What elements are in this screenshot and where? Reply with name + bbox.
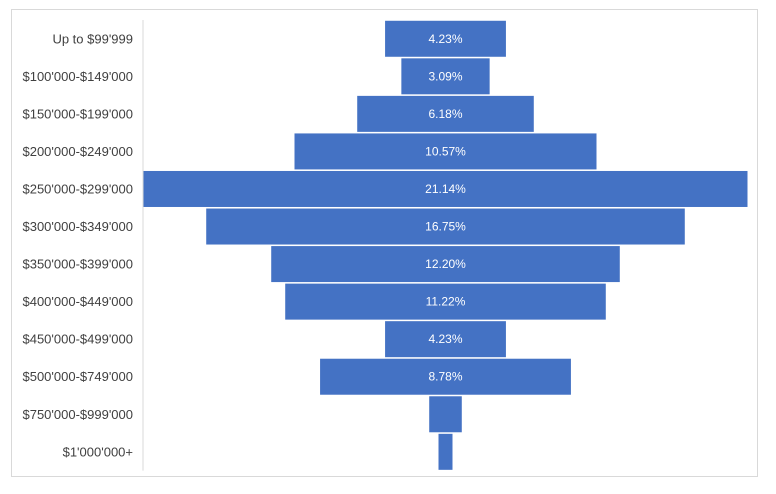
data-label: 8.78% (428, 370, 462, 384)
bar (285, 283, 606, 320)
bar (206, 208, 685, 245)
category-label: $400'000-$449'000 (22, 294, 133, 309)
bar (385, 321, 506, 358)
data-label: 12.20% (425, 257, 466, 271)
category-label: $450'000-$499'000 (22, 332, 133, 347)
category-label: Up to $99'999 (52, 31, 133, 46)
data-label: 4.23% (428, 332, 462, 346)
bar (385, 20, 506, 57)
data-label: 11.22% (426, 295, 466, 309)
bar (294, 133, 597, 170)
category-label: $750'000-$999'000 (22, 407, 133, 422)
category-label: $200'000-$249'000 (22, 144, 133, 159)
bar (357, 95, 534, 132)
category-label: $1'000'000+ (63, 444, 133, 459)
data-label: 4.23% (428, 32, 462, 46)
data-label: 6.18% (428, 107, 462, 121)
category-label: $300'000-$349'000 (22, 219, 133, 234)
bar (271, 246, 620, 283)
data-label: 3.09% (428, 69, 462, 83)
data-label: 21.14% (425, 182, 466, 196)
data-label: 10.57% (425, 144, 466, 158)
category-label: $350'000-$399'000 (22, 257, 133, 272)
category-label: $150'000-$199'000 (22, 106, 133, 121)
bar (429, 396, 462, 433)
bar (320, 358, 571, 395)
bar (438, 433, 453, 470)
data-label: 16.75% (425, 220, 466, 234)
bar (143, 170, 748, 207)
category-label: $100'000-$149'000 (22, 69, 133, 84)
category-label: $500'000-$749'000 (22, 369, 133, 384)
bar (401, 58, 490, 95)
category-label: $250'000-$299'000 (22, 181, 133, 196)
